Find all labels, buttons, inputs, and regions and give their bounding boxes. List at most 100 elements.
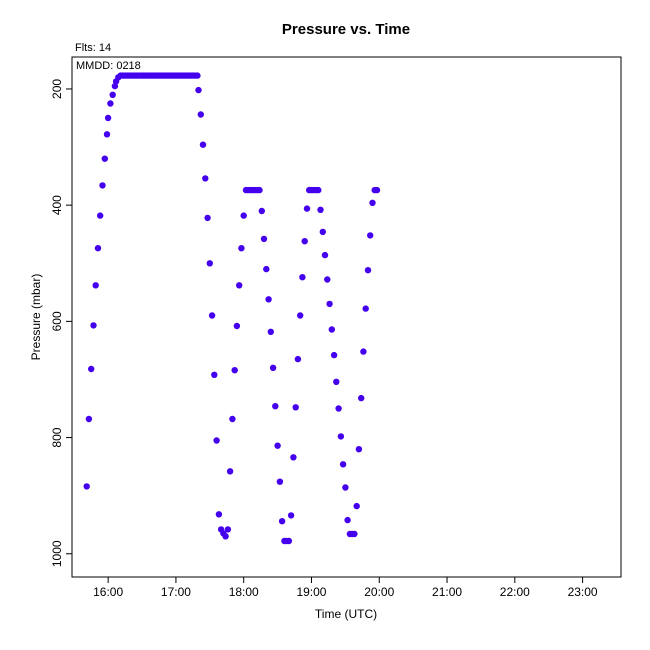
data-point (294, 355, 302, 363)
y-tick-label: 800 (50, 427, 64, 447)
data-points (83, 72, 381, 545)
x-axis-label: Time (UTC) (315, 607, 377, 621)
data-point (199, 141, 207, 148)
data-point (373, 186, 381, 194)
data-point (90, 322, 97, 329)
data-point (194, 72, 201, 79)
data-point (197, 111, 204, 118)
data-point (351, 530, 358, 538)
x-axis: 16:00 17:00 18:00 19:00 20:00 21:00 22:00 23:00 (93, 577, 598, 599)
chart-title: Pressure vs. Time (282, 21, 410, 38)
data-point (303, 205, 311, 212)
x-tick-label: 20:00 (364, 585, 394, 599)
data-point (195, 86, 202, 94)
data-point (319, 228, 326, 236)
data-point (324, 276, 331, 283)
x-tick-label: 18:00 (229, 585, 259, 599)
data-point (342, 484, 349, 491)
data-point (215, 511, 223, 518)
data-point (109, 91, 116, 99)
data-point (101, 155, 109, 162)
data-point (355, 446, 363, 453)
data-point (328, 326, 335, 333)
plot-frame (71, 56, 622, 578)
data-point (317, 206, 324, 213)
x-tick-label: 17:00 (161, 585, 191, 599)
data-point (92, 282, 99, 289)
x-tick-label: 16:00 (93, 585, 123, 599)
data-point (104, 114, 112, 122)
x-tick-label: 21:00 (432, 585, 462, 599)
y-axis-label: Pressure (mbar) (29, 274, 43, 361)
data-point (337, 433, 345, 440)
x-tick-label: 22:00 (500, 585, 530, 599)
data-point (353, 502, 360, 510)
data-point (222, 533, 229, 540)
data-point (265, 296, 272, 303)
data-point (278, 518, 286, 525)
data-point (272, 403, 279, 410)
data-point (240, 212, 247, 219)
data-point (213, 437, 220, 444)
data-point (256, 186, 263, 194)
data-point (202, 175, 209, 182)
data-point (238, 245, 245, 252)
data-point (369, 199, 376, 206)
data-point (297, 312, 304, 319)
data-point (99, 182, 106, 189)
data-point (321, 251, 329, 259)
flts-annotation: Flts: 14 (75, 42, 111, 54)
y-tick-label: 200 (50, 79, 64, 99)
data-point (367, 232, 374, 239)
y-tick-label: 1000 (50, 540, 64, 567)
data-point (287, 512, 295, 519)
data-point (236, 282, 243, 289)
data-point (344, 516, 351, 524)
data-point (204, 214, 211, 222)
data-point (229, 415, 236, 423)
data-point (208, 312, 216, 319)
data-point (335, 405, 342, 412)
data-point (226, 468, 234, 475)
y-tick-label: 400 (50, 195, 64, 215)
data-point (333, 378, 340, 385)
x-tick-label: 19:00 (296, 585, 326, 599)
data-point (258, 207, 265, 215)
mmdd-annotation: MMDD: 0218 (76, 60, 141, 72)
data-point (231, 367, 238, 374)
data-point (364, 267, 372, 274)
data-point (107, 100, 114, 107)
data-point (339, 461, 347, 468)
data-point (269, 364, 277, 371)
data-point (263, 265, 270, 273)
y-tick-label: 600 (50, 311, 64, 331)
data-point (274, 442, 281, 449)
data-point (301, 238, 308, 245)
data-point (83, 483, 90, 490)
data-point (206, 260, 213, 267)
data-point (97, 212, 104, 219)
data-point (360, 348, 367, 355)
x-tick-label: 23:00 (568, 585, 598, 599)
data-point (267, 328, 274, 335)
data-point (88, 365, 95, 373)
data-point (299, 274, 306, 281)
data-point (362, 305, 369, 312)
data-point (260, 235, 268, 243)
data-point (276, 478, 284, 485)
data-point (315, 186, 322, 194)
data-point (290, 454, 297, 461)
data-point (292, 404, 299, 411)
data-point (330, 351, 338, 359)
data-point (224, 526, 232, 533)
data-point (285, 537, 293, 545)
data-point (85, 415, 93, 423)
data-point (233, 322, 241, 330)
y-axis: 200 400 600 800 1000 (50, 79, 72, 567)
data-point (326, 300, 333, 308)
data-point (103, 131, 111, 138)
data-point (94, 245, 102, 252)
data-point (211, 371, 218, 378)
data-point (358, 394, 365, 402)
